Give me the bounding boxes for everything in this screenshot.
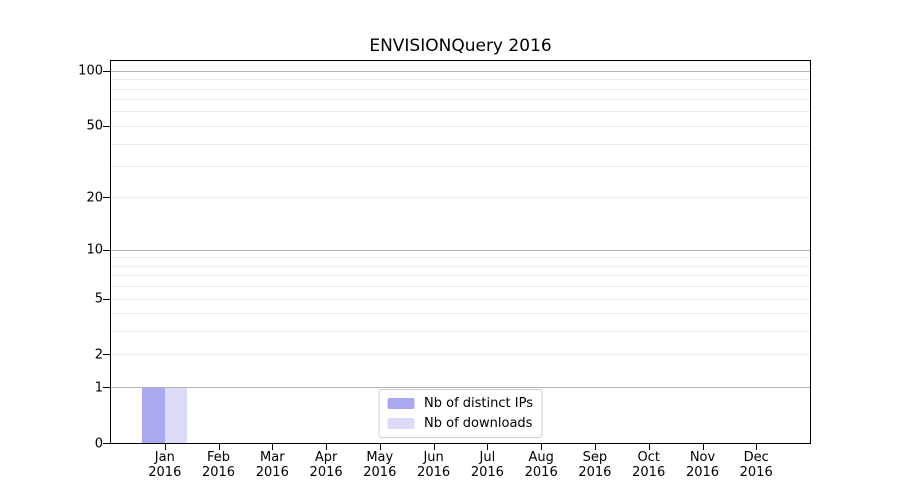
y-gridline-minor: [111, 125, 810, 127]
x-tick: [648, 444, 650, 450]
y-tick: [103, 387, 110, 389]
x-tick-label: Jul 2016: [470, 450, 504, 480]
legend-entry-distinct-ips: Nb of distinct IPs: [387, 395, 533, 412]
x-tick-label: Sep 2016: [578, 450, 612, 480]
x-tick: [379, 444, 381, 450]
plot-area: Nb of distinct IPs Nb of downloads: [110, 60, 811, 444]
x-tick-label: Dec 2016: [739, 450, 773, 480]
y-gridline-minor: [111, 275, 810, 277]
bar-series1-jan: [164, 387, 188, 443]
x-tick-label: Mar 2016: [255, 450, 289, 480]
y-tick-label: 0: [94, 436, 103, 451]
x-tick: [541, 444, 543, 450]
y-gridline-minor: [111, 111, 810, 113]
y-tick: [103, 354, 110, 356]
x-tick: [218, 444, 220, 450]
x-tick-label: Nov 2016: [685, 450, 720, 480]
x-tick-label: May 2016: [363, 450, 397, 480]
y-gridline-minor: [111, 354, 810, 356]
y-tick: [103, 249, 110, 251]
x-tick: [702, 444, 704, 450]
x-tick-label: Jan 2016: [148, 450, 182, 480]
y-tick: [103, 443, 110, 444]
y-gridline-major: [111, 70, 810, 72]
y-gridline-minor: [111, 197, 810, 199]
bars-layer: [111, 61, 810, 443]
y-gridline-minor: [111, 313, 810, 315]
y-gridline-major: [111, 249, 810, 251]
x-tick: [756, 444, 758, 450]
legend: Nb of distinct IPs Nb of downloads: [378, 389, 543, 438]
y-gridline-minor: [111, 166, 810, 167]
x-tick-label: Oct 2016: [632, 450, 666, 480]
x-tick: [164, 444, 166, 450]
y-gridline-minor: [111, 331, 810, 333]
y-tick: [103, 70, 110, 72]
y-tick: [103, 298, 110, 300]
legend-label-downloads: Nb of downloads: [424, 415, 533, 431]
x-tick-label: Apr 2016: [309, 450, 343, 480]
y-gridline-minor: [111, 143, 810, 145]
legend-entry-downloads: Nb of downloads: [387, 415, 533, 432]
x-tick: [594, 444, 596, 450]
y-tick-label: 10: [86, 242, 103, 258]
y-gridline-minor: [111, 79, 810, 81]
y-gridline-minor: [111, 88, 810, 90]
x-tick-label: Jun 2016: [417, 450, 451, 480]
legend-swatch-downloads: [387, 418, 415, 429]
y-tick-label: 1: [94, 380, 103, 396]
legend-swatch-distinct-ips: [387, 398, 415, 409]
y-gridline-minor: [111, 286, 810, 288]
y-tick: [103, 125, 110, 127]
x-tick: [326, 444, 328, 450]
x-tick-label: Aug 2016: [524, 450, 558, 480]
chart-title: ENVISIONQuery 2016: [369, 36, 552, 56]
x-tick: [487, 444, 489, 450]
x-tick: [433, 444, 435, 450]
grid-layer: [111, 61, 810, 443]
y-tick-label: 100: [78, 63, 103, 79]
y-tick: [103, 197, 110, 199]
y-gridline-major: [111, 387, 810, 389]
y-gridline-minor: [111, 257, 810, 259]
y-gridline-minor: [111, 298, 810, 300]
y-tick-label: 20: [86, 190, 103, 206]
y-tick-label: 5: [94, 291, 103, 307]
legend-label-distinct-ips: Nb of distinct IPs: [424, 395, 533, 411]
y-tick-label: 50: [86, 118, 103, 134]
y-gridline-minor: [111, 99, 810, 101]
y-tick-label: 2: [94, 347, 103, 363]
bar-series0-jan: [142, 387, 165, 443]
y-gridline-minor: [111, 265, 810, 267]
x-tick-label: Feb 2016: [201, 450, 236, 480]
x-tick: [272, 444, 274, 450]
